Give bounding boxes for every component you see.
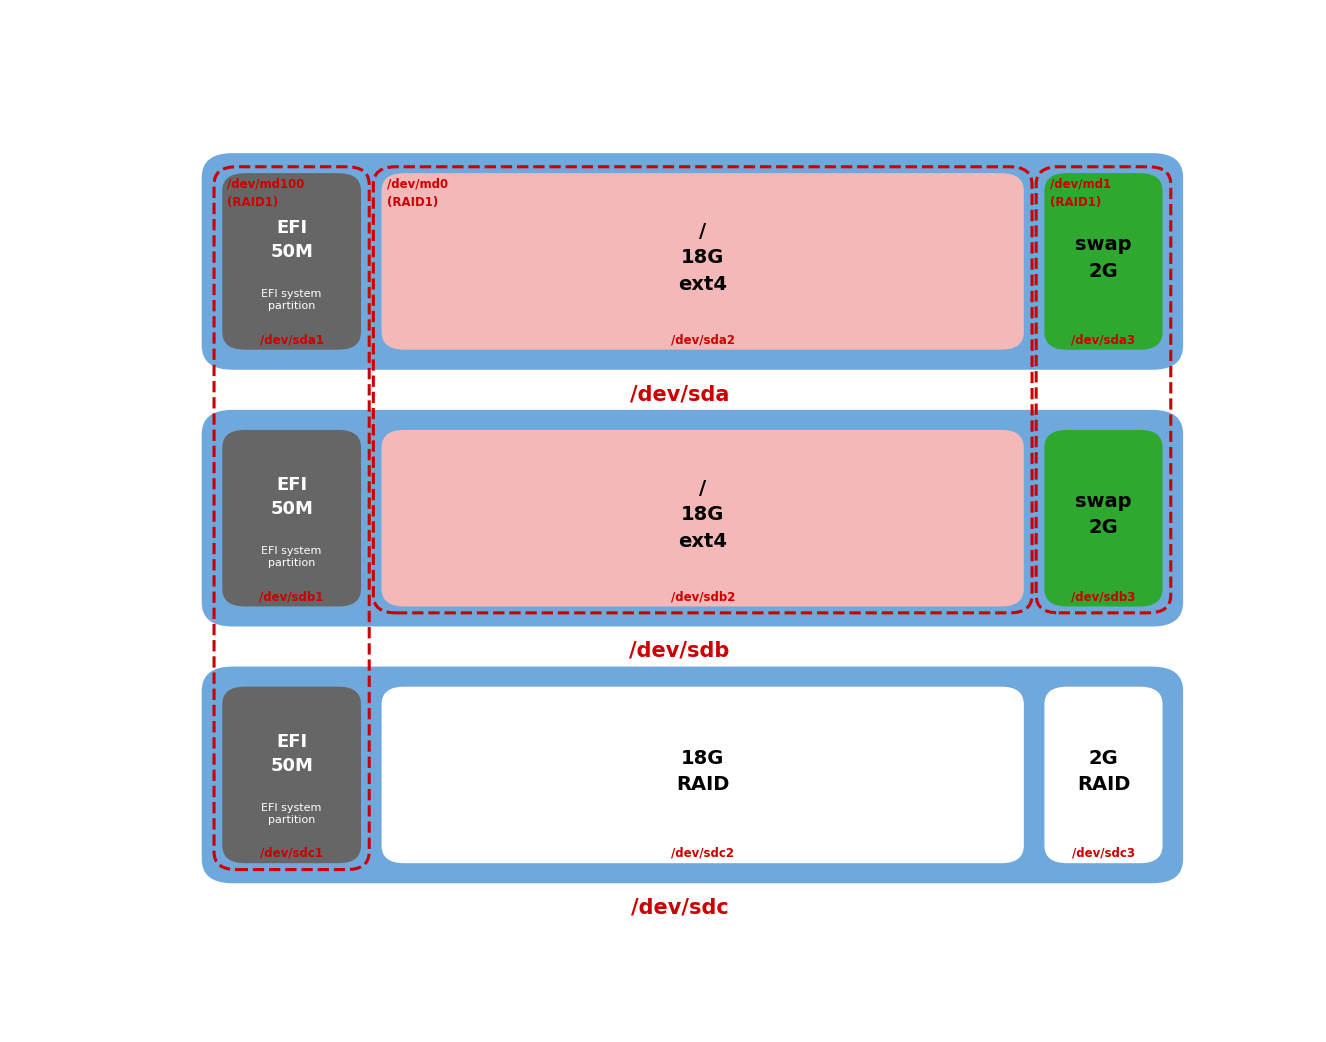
FancyBboxPatch shape — [202, 153, 1183, 370]
Text: /dev/sdb1: /dev/sdb1 — [260, 590, 324, 603]
Text: 18G
RAID: 18G RAID — [676, 748, 729, 794]
Text: (RAID1): (RAID1) — [228, 196, 278, 208]
Text: EFI
50M: EFI 50M — [271, 733, 313, 774]
Text: EFI system
partition: EFI system partition — [261, 546, 322, 568]
Text: /
18G
ext4: / 18G ext4 — [678, 478, 727, 550]
FancyBboxPatch shape — [1045, 173, 1163, 350]
Text: /dev/md0: /dev/md0 — [387, 178, 448, 191]
Text: EFI
50M: EFI 50M — [271, 476, 313, 518]
Text: /dev/sda1: /dev/sda1 — [260, 333, 324, 347]
FancyBboxPatch shape — [202, 410, 1183, 626]
Text: /dev/sdc: /dev/sdc — [631, 898, 728, 918]
Text: /dev/sda3: /dev/sda3 — [1071, 333, 1135, 347]
FancyBboxPatch shape — [223, 430, 361, 606]
Text: EFI
50M: EFI 50M — [271, 220, 313, 262]
FancyBboxPatch shape — [1045, 430, 1163, 606]
Text: /dev/sdb2: /dev/sdb2 — [671, 590, 735, 603]
Text: /
18G
ext4: / 18G ext4 — [678, 222, 727, 294]
Text: /dev/sdb3: /dev/sdb3 — [1071, 590, 1135, 603]
Text: /dev/sdb: /dev/sdb — [630, 641, 729, 661]
FancyBboxPatch shape — [382, 687, 1024, 863]
Text: /dev/md100: /dev/md100 — [228, 178, 305, 191]
FancyBboxPatch shape — [1045, 687, 1163, 863]
Text: swap
2G: swap 2G — [1075, 235, 1131, 280]
Text: /dev/md1: /dev/md1 — [1050, 178, 1111, 191]
Text: EFI system
partition: EFI system partition — [261, 802, 322, 825]
Text: (RAID1): (RAID1) — [1050, 196, 1101, 208]
Text: /dev/sdc3: /dev/sdc3 — [1071, 847, 1135, 860]
Text: /dev/sda: /dev/sda — [630, 384, 729, 404]
Text: /dev/sdc1: /dev/sdc1 — [260, 847, 324, 860]
FancyBboxPatch shape — [382, 173, 1024, 350]
FancyBboxPatch shape — [202, 667, 1183, 884]
Text: 2G
RAID: 2G RAID — [1077, 748, 1130, 794]
Text: swap
2G: swap 2G — [1075, 492, 1131, 538]
Text: (RAID1): (RAID1) — [387, 196, 438, 208]
FancyBboxPatch shape — [223, 173, 361, 350]
Text: /dev/sda2: /dev/sda2 — [671, 333, 735, 347]
FancyBboxPatch shape — [382, 430, 1024, 606]
Text: /dev/sdc2: /dev/sdc2 — [671, 847, 735, 860]
FancyBboxPatch shape — [223, 687, 361, 863]
Text: EFI system
partition: EFI system partition — [261, 289, 322, 312]
